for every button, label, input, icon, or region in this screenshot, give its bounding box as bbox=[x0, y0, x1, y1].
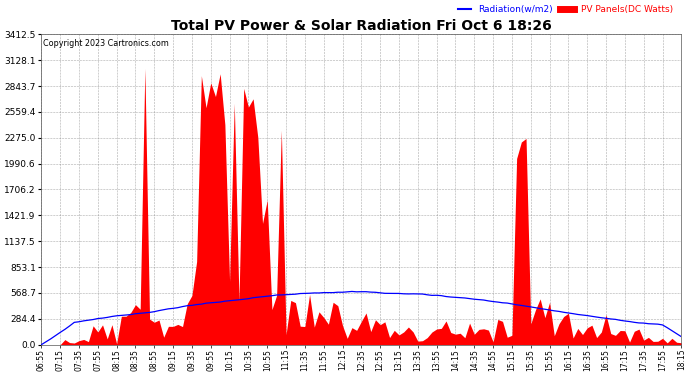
Text: Copyright 2023 Cartronics.com: Copyright 2023 Cartronics.com bbox=[43, 39, 168, 48]
Legend: Radiation(w/m2), PV Panels(DC Watts): Radiation(w/m2), PV Panels(DC Watts) bbox=[454, 2, 677, 18]
Title: Total PV Power & Solar Radiation Fri Oct 6 18:26: Total PV Power & Solar Radiation Fri Oct… bbox=[171, 19, 552, 33]
